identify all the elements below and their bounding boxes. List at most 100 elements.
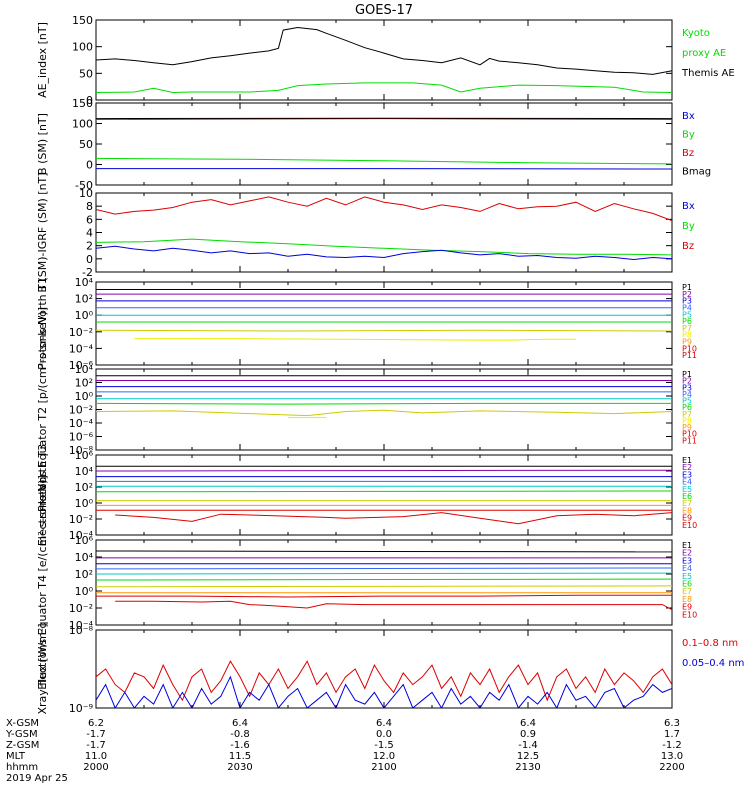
series-E4 <box>96 567 672 570</box>
y-tick-label: 10⁻⁶ <box>69 431 94 444</box>
series-E6 <box>96 578 672 581</box>
legend-entry: Bmag <box>682 167 711 178</box>
panel-frame <box>95 19 673 101</box>
ephemeris-value: -1.7 <box>86 729 106 740</box>
y-axis-label: AE_index [nT] <box>36 22 49 98</box>
panel-6: 10⁶ 10⁴ 10² 10⁰ 10⁻² 10⁻⁴ Electrons North T3 E1… <box>36 444 697 546</box>
y-tick-label: 10⁻² <box>69 602 93 615</box>
legend-entry: P4 <box>682 390 692 399</box>
legend-entry: E6 <box>682 492 692 501</box>
date-label: 2019 Apr 25 <box>6 773 68 784</box>
legend-entry: E3 <box>682 556 692 565</box>
ephemeris-row-label: Y-GSM <box>5 729 38 740</box>
series-E7 <box>96 585 672 588</box>
legend-entry: E8 <box>682 595 692 604</box>
ephemeris-value: 11.0 <box>85 751 107 762</box>
legend-entry: P5 <box>682 397 692 406</box>
y-tick-label: 10² <box>75 377 93 390</box>
panel-frame <box>95 102 673 186</box>
y-tick-label: 0 <box>86 159 93 172</box>
y-tick-label: 10⁴ <box>75 465 94 478</box>
y-axis-label: Electrons Equator T4 [e/(cm²-s-sr-keV)] <box>36 475 49 690</box>
y-tick-label: -2 <box>82 266 93 279</box>
panel-2: 150 100 50 0 -50 B (SM) [nT] Bx By Bz Bmag <box>36 97 711 192</box>
legend-entry: P8 <box>682 331 692 340</box>
legend-entry: E2 <box>682 463 692 472</box>
legend-entry: P7 <box>682 324 692 333</box>
series-E5 <box>96 572 672 575</box>
y-tick-label: 10⁰ <box>75 497 94 510</box>
panel-frame <box>95 368 673 451</box>
legend-entry: E3 <box>682 470 692 479</box>
y-axis-label: B (SM)-IGRF (SM) [nT] <box>36 172 49 292</box>
ephemeris-value: 6.4 <box>520 718 536 729</box>
y-tick-label: 10⁻⁶ <box>69 359 94 372</box>
ephemeris-value: 2030 <box>227 762 252 773</box>
y-tick-label: 10⁶ <box>75 449 94 462</box>
ephemeris-value: 11.5 <box>229 751 251 762</box>
legend-entry: Bz <box>682 241 694 252</box>
y-tick-label: 8 <box>86 200 93 213</box>
legend-entry: 0.05–0.4 nm <box>682 658 744 669</box>
ephemeris-value: -1.4 <box>518 740 538 751</box>
y-tick-label: 10⁻⁴ <box>69 529 94 542</box>
panel-8: 10⁻⁸ 10⁻⁹ Xray flux [W/m²] 0.1–0.8 nm 0.05–0… <box>36 623 744 715</box>
series-Kyoto-proxy-AE <box>96 82 672 94</box>
series-group <box>96 289 672 341</box>
y-axis-label: Protons Equator T2 [p/(cm²-s-sr-keV)] <box>36 307 49 512</box>
y-tick-label: 10⁻⁸ <box>69 624 94 637</box>
y-tick-label: 10⁴ <box>75 551 94 564</box>
legend-entry: E7 <box>682 499 692 508</box>
series-By <box>96 238 672 256</box>
y-tick-label: 10⁻⁹ <box>69 702 93 715</box>
legend-entry: Bx <box>682 111 695 122</box>
panel-frame <box>95 539 673 626</box>
ephemeris-value: 1.7 <box>664 729 680 740</box>
panel-1: 150 100 50 0 AE_index [nT] Kyoto proxy AE Themi… <box>36 14 735 107</box>
y-tick-label: 10⁰ <box>75 309 94 322</box>
legend-entry: P1 <box>682 370 692 379</box>
series-group <box>96 117 672 170</box>
ephemeris-value: 6.2 <box>88 718 104 729</box>
ephemeris-value: -1.5 <box>374 740 394 751</box>
legend-entry: E5 <box>682 485 692 494</box>
ephemeris-row-label: hhmm <box>6 762 38 773</box>
ephemeris-value: 13.0 <box>661 751 683 762</box>
legend-entry: E4 <box>682 564 692 573</box>
series-0.1–0.8-nm <box>96 660 672 702</box>
legend-entry: P2 <box>682 377 692 386</box>
legend-entry: Kyoto <box>682 28 710 39</box>
series-Bx <box>96 245 672 261</box>
y-tick-label: 10⁶ <box>75 534 94 547</box>
panel-7: 10⁶ 10⁴ 10² 10⁰ 10⁻² 10⁻⁴ Electrons Equator T4… <box>36 475 697 690</box>
ephemeris-value: -1.7 <box>86 740 106 751</box>
panel-frame <box>95 454 673 536</box>
series-P6 <box>96 402 672 405</box>
legend-entry: P10 <box>682 344 697 353</box>
series-P7 <box>96 409 672 417</box>
series-Themis-AE <box>96 26 672 75</box>
ephemeris-value: 2100 <box>371 762 396 773</box>
legend-entry: By <box>682 130 695 141</box>
ephemeris-value: -1.6 <box>230 740 250 751</box>
legend-entry: P8 <box>682 416 692 425</box>
ephemeris-value: 0.9 <box>520 729 536 740</box>
y-tick-label: 0 <box>86 253 93 266</box>
y-axis-label: Protons North T1 <box>36 277 49 370</box>
legend-entry: By <box>682 221 695 232</box>
ephemeris-value: 6.3 <box>664 718 680 729</box>
series-E6 <box>96 490 672 493</box>
y-tick-label: 10⁴ <box>75 363 94 376</box>
legend-entry: Bz <box>682 148 694 159</box>
legend-entry: P3 <box>682 383 692 392</box>
y-tick-label: 10⁻² <box>69 326 93 339</box>
legend-entry: E5 <box>682 572 692 581</box>
plot-title: GOES-17 <box>355 3 413 18</box>
series-E2 <box>96 469 672 472</box>
y-axis-label: Electrons North T3 <box>36 444 49 546</box>
x-axis-footer: X-GSM 6.2 6.4 6.4 6.4 6.3 Y-GSM -1.7 -0.8 0.0 0.9 1… <box>5 718 685 784</box>
legend-entry: P6 <box>682 317 692 326</box>
